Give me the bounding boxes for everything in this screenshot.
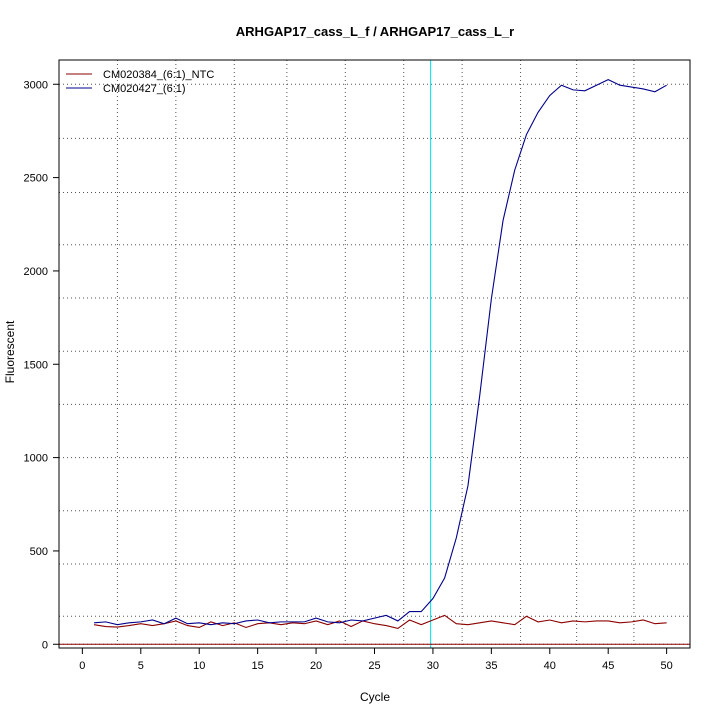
y-axis: 0 500 1000 1500 2000 2500 3000: [24, 79, 59, 651]
x-tick-label: 10: [193, 660, 205, 672]
y-tick-label: 3000: [24, 79, 48, 91]
x-tick-label: 50: [661, 660, 673, 672]
y-tick-label: 2000: [24, 266, 48, 278]
legend-label-1: CM020384_(6:1)_NTC: [103, 69, 214, 81]
x-tick-label: 45: [602, 660, 614, 672]
y-axis-label: Fluorescent: [3, 320, 17, 383]
chart-title: ARHGAP17_cass_L_f / ARHGAP17_cass_L_r: [236, 24, 514, 39]
y-tick-label: 1500: [24, 359, 48, 371]
series-line-1: [93, 614, 667, 629]
series-line-2: [94, 78, 667, 626]
x-tick-label: 0: [79, 660, 85, 672]
y-tick-label: 500: [30, 546, 48, 558]
x-tick-label: 35: [485, 660, 497, 672]
x-axis: 0 5 10 15 20 25 30 35 40 45 50: [79, 648, 673, 672]
threshold-layer: [59, 60, 690, 648]
x-tick-label: 40: [544, 660, 556, 672]
x-axis-label: Cycle: [360, 690, 390, 704]
series-layer: [93, 78, 667, 629]
x-tick-label: 30: [427, 660, 439, 672]
x-tick-label: 25: [368, 660, 380, 672]
y-tick-label: 1000: [24, 453, 48, 465]
y-tick-label: 0: [42, 639, 48, 651]
y-tick-label: 2500: [24, 173, 48, 185]
legend: CM020384_(6:1)_NTC CM020427_(6:1): [66, 69, 214, 95]
x-tick-label: 20: [310, 660, 322, 672]
x-tick-label: 5: [138, 660, 144, 672]
legend-label-2: CM020427_(6:1): [103, 83, 186, 95]
x-tick-label: 15: [252, 660, 264, 672]
